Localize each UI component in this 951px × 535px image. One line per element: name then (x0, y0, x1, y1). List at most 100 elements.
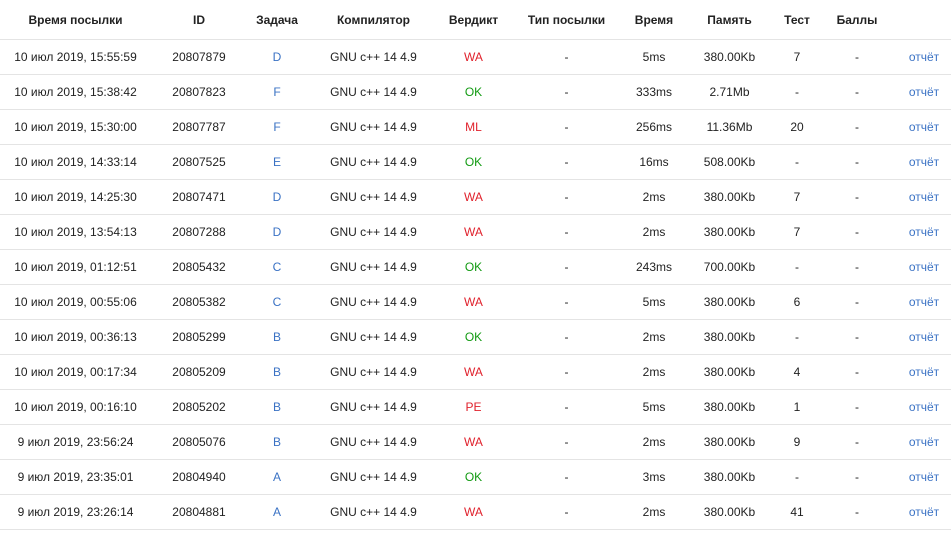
task-link[interactable]: C (272, 260, 282, 274)
table-row: 10 июл 2019, 00:36:13 20805299 B GNU c++ 14… (0, 319, 951, 355)
submit-type-cell: - (507, 179, 626, 215)
task-link[interactable]: F (273, 85, 281, 99)
memory-cell: 380.00Kb (682, 319, 777, 355)
memory-cell: 508.00Kb (682, 144, 777, 180)
header-id: ID (151, 0, 247, 40)
report-cell: отчёт (897, 284, 951, 320)
task-cell: C (247, 249, 307, 285)
compiler-cell: GNU c++ 14 4.9 (307, 459, 440, 495)
task-link[interactable]: A (272, 470, 281, 484)
table-body: 10 июл 2019, 15:55:59 20807879 D GNU c++ 14… (0, 39, 951, 530)
task-cell: B (247, 424, 307, 460)
submit-time-cell: 10 июл 2019, 00:55:06 (0, 284, 151, 320)
task-link[interactable]: B (272, 435, 281, 449)
report-link[interactable]: отчёт (908, 155, 940, 169)
task-link[interactable]: B (272, 365, 281, 379)
memory-cell: 380.00Kb (682, 459, 777, 495)
report-link[interactable]: отчёт (908, 85, 940, 99)
report-cell: отчёт (897, 74, 951, 110)
verdict-cell: OK (440, 144, 507, 180)
submit-time-cell: 10 июл 2019, 15:38:42 (0, 74, 151, 110)
report-link[interactable]: отчёт (908, 120, 940, 134)
task-link[interactable]: D (272, 225, 282, 239)
verdict-cell: WA (440, 284, 507, 320)
report-link[interactable]: отчёт (908, 190, 940, 204)
submit-time-cell: 10 июл 2019, 15:30:00 (0, 109, 151, 145)
report-link[interactable]: отчёт (908, 225, 940, 239)
submission-id-cell: 20807288 (151, 214, 247, 250)
table-row: 10 июл 2019, 15:38:42 20807823 F GNU c++ 14… (0, 74, 951, 110)
score-cell: - (817, 39, 897, 75)
verdict-cell: OK (440, 459, 507, 495)
report-cell: отчёт (897, 459, 951, 495)
report-cell: отчёт (897, 354, 951, 390)
compiler-cell: GNU c++ 14 4.9 (307, 179, 440, 215)
submit-time-cell: 10 июл 2019, 00:16:10 (0, 389, 151, 425)
compiler-cell: GNU c++ 14 4.9 (307, 249, 440, 285)
test-cell: 6 (777, 284, 817, 320)
header-task: Задача (247, 0, 307, 40)
task-cell: B (247, 354, 307, 390)
submission-id-cell: 20805076 (151, 424, 247, 460)
submit-type-cell: - (507, 424, 626, 460)
submit-time-cell: 10 июл 2019, 15:55:59 (0, 39, 151, 75)
submission-id-cell: 20807823 (151, 74, 247, 110)
report-link[interactable]: отчёт (908, 50, 940, 64)
report-link[interactable]: отчёт (908, 260, 940, 274)
task-link[interactable]: D (272, 190, 282, 204)
report-cell: отчёт (897, 389, 951, 425)
memory-cell: 700.00Kb (682, 249, 777, 285)
memory-cell: 11.36Mb (682, 109, 777, 145)
report-link[interactable]: отчёт (908, 435, 940, 449)
runtime-cell: 2ms (626, 494, 682, 530)
task-link[interactable]: B (272, 400, 281, 414)
submission-id-cell: 20805382 (151, 284, 247, 320)
report-link[interactable]: отчёт (908, 365, 940, 379)
compiler-cell: GNU c++ 14 4.9 (307, 354, 440, 390)
runtime-cell: 2ms (626, 179, 682, 215)
memory-cell: 380.00Kb (682, 39, 777, 75)
task-link[interactable]: B (272, 330, 281, 344)
score-cell: - (817, 144, 897, 180)
task-cell: D (247, 179, 307, 215)
compiler-cell: GNU c++ 14 4.9 (307, 319, 440, 355)
task-cell: F (247, 74, 307, 110)
runtime-cell: 2ms (626, 319, 682, 355)
submission-id-cell: 20805432 (151, 249, 247, 285)
task-link[interactable]: E (272, 155, 281, 169)
task-link[interactable]: F (273, 120, 281, 134)
submission-id-cell: 20804881 (151, 494, 247, 530)
submit-time-cell: 10 июл 2019, 14:25:30 (0, 179, 151, 215)
test-cell: 20 (777, 109, 817, 145)
test-cell: 4 (777, 354, 817, 390)
submission-id-cell: 20807525 (151, 144, 247, 180)
header-submit-type: Тип посылки (507, 0, 626, 40)
submit-type-cell: - (507, 494, 626, 530)
task-link[interactable]: D (272, 50, 282, 64)
report-cell: отчёт (897, 249, 951, 285)
report-link[interactable]: отчёт (908, 330, 940, 344)
runtime-cell: 256ms (626, 109, 682, 145)
task-link[interactable]: C (272, 295, 282, 309)
report-link[interactable]: отчёт (908, 295, 940, 309)
task-link[interactable]: A (272, 505, 281, 519)
compiler-cell: GNU c++ 14 4.9 (307, 389, 440, 425)
memory-cell: 380.00Kb (682, 389, 777, 425)
score-cell: - (817, 319, 897, 355)
test-cell: - (777, 249, 817, 285)
compiler-cell: GNU c++ 14 4.9 (307, 74, 440, 110)
submit-type-cell: - (507, 459, 626, 495)
verdict-cell: WA (440, 424, 507, 460)
report-link[interactable]: отчёт (908, 505, 940, 519)
report-link[interactable]: отчёт (908, 400, 940, 414)
submission-id-cell: 20807787 (151, 109, 247, 145)
verdict-cell: OK (440, 319, 507, 355)
compiler-cell: GNU c++ 14 4.9 (307, 144, 440, 180)
test-cell: 7 (777, 179, 817, 215)
submit-time-cell: 10 июл 2019, 00:36:13 (0, 319, 151, 355)
header-submit-time: Время посылки (0, 0, 151, 40)
submit-type-cell: - (507, 144, 626, 180)
report-link[interactable]: отчёт (908, 470, 940, 484)
compiler-cell: GNU c++ 14 4.9 (307, 424, 440, 460)
